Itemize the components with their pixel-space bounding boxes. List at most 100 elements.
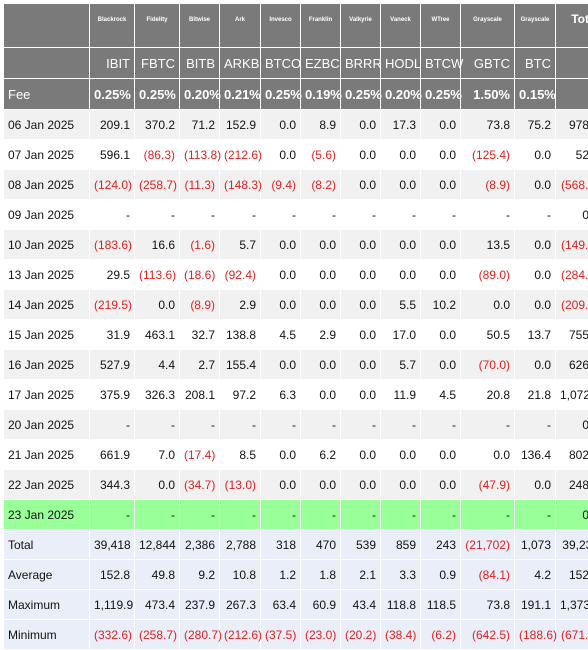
flow-value-cell: 2.1 [341, 560, 381, 590]
issuer-header-blank [4, 4, 90, 48]
flow-value-cell: 7.0 [135, 440, 180, 470]
flow-value-cell: - [515, 500, 556, 530]
flow-value-cell: 6.2 [301, 440, 341, 470]
flow-value-cell: - [461, 500, 515, 530]
flow-value-cell: 0.0 [381, 170, 421, 200]
date-row: 23 Jan 2025-----------0.0 [4, 500, 588, 530]
flow-value-cell: 0.0 [515, 260, 556, 290]
flow-value-cell: 0.0 [421, 140, 461, 170]
flow-value-cell: - [261, 410, 301, 440]
row-label: Average [4, 560, 90, 590]
fee-cell: 0.20% [381, 79, 421, 110]
flow-value-cell: (212.6) [220, 140, 261, 170]
flow-value-cell: - [180, 200, 220, 230]
ticker-header-blank [556, 48, 588, 79]
flow-value-cell: 136.4 [515, 440, 556, 470]
row-total-cell: (568.8) [556, 170, 588, 200]
date-row: 20 Jan 2025-----------0.0 [4, 410, 588, 440]
flow-value-cell: 4.5 [421, 380, 461, 410]
flow-value-cell: 118.8 [381, 590, 421, 620]
flow-value-cell: 152.9 [220, 110, 261, 140]
flow-value-cell: 97.2 [220, 380, 261, 410]
flow-value-cell: (89.0) [461, 260, 515, 290]
flow-value-cell: 0.0 [341, 110, 381, 140]
flow-value-cell: - [90, 410, 135, 440]
flow-value-cell: 4.5 [261, 320, 301, 350]
row-label: 20 Jan 2025 [4, 410, 90, 440]
issuer-cell: Bitwise [180, 4, 220, 48]
flow-value-cell: - [381, 410, 421, 440]
flow-value-cell: 267.3 [220, 590, 261, 620]
flow-value-cell: 527.9 [90, 350, 135, 380]
flow-value-cell: (642.5) [461, 620, 515, 650]
flow-value-cell: (113.8) [180, 140, 220, 170]
flow-value-cell: (47.9) [461, 470, 515, 500]
flow-value-cell: 209.1 [90, 110, 135, 140]
flow-value-cell: (18.6) [180, 260, 220, 290]
row-label: 22 Jan 2025 [4, 470, 90, 500]
flow-value-cell: - [301, 200, 341, 230]
flow-value-cell: 31.9 [90, 320, 135, 350]
ticker-cell: BRRR [341, 48, 381, 79]
flow-value-cell: 0.0 [421, 260, 461, 290]
ticker-cell: GBTC [461, 48, 515, 79]
flow-value-cell: (212.6) [220, 620, 261, 650]
flow-value-cell: 9.2 [180, 560, 220, 590]
row-total-cell: 152.1 [556, 560, 588, 590]
fee-cell: 1.50% [461, 79, 515, 110]
fee-cell: 0.25% [135, 79, 180, 110]
fee-cell: 0.25% [341, 79, 381, 110]
etf-flow-table-container: Blackrock Fidelity Bitwise Ark Invesco F… [3, 3, 583, 650]
flow-value-cell: 0.0 [261, 140, 301, 170]
flow-value-cell: 73.8 [461, 110, 515, 140]
row-total-cell: 978.6 [556, 110, 588, 140]
flow-value-cell: 50.5 [461, 320, 515, 350]
flow-value-cell: 2,386 [180, 530, 220, 560]
fee-cell: 0.20% [180, 79, 220, 110]
flow-value-cell: 0.0 [341, 440, 381, 470]
flow-value-cell: (280.7) [180, 620, 220, 650]
row-total-cell: 0.0 [556, 410, 588, 440]
flow-value-cell: 0.0 [301, 290, 341, 320]
flow-value-cell: 4.4 [135, 350, 180, 380]
row-label: 15 Jan 2025 [4, 320, 90, 350]
flow-value-cell: 1,119.9 [90, 590, 135, 620]
flow-value-cell: (11.3) [180, 170, 220, 200]
flow-value-cell: (21,702) [461, 530, 515, 560]
flow-value-cell: 0.0 [421, 230, 461, 260]
flow-value-cell: 0.0 [341, 380, 381, 410]
flow-value-cell: 0.0 [301, 230, 341, 260]
fee-header-row: Fee 0.25% 0.25% 0.20% 0.21% 0.25% 0.19% … [4, 79, 588, 110]
flow-value-cell: 0.0 [341, 290, 381, 320]
flow-value-cell: - [381, 200, 421, 230]
flow-value-cell: (219.5) [90, 290, 135, 320]
ticker-cell: BTCW [421, 48, 461, 79]
flow-value-cell: 0.0 [515, 140, 556, 170]
flow-value-cell: 75.2 [515, 110, 556, 140]
flow-value-cell: 0.0 [341, 170, 381, 200]
flow-value-cell: 0.0 [261, 440, 301, 470]
flow-value-cell: (258.7) [135, 170, 180, 200]
flow-value-cell: 463.1 [135, 320, 180, 350]
row-label: 09 Jan 2025 [4, 200, 90, 230]
flow-value-cell: 0.0 [421, 350, 461, 380]
flow-value-cell: (86.3) [135, 140, 180, 170]
flow-value-cell: 0.0 [341, 260, 381, 290]
bitcoin-etf-flows-table: Blackrock Fidelity Bitwise Ark Invesco F… [3, 3, 588, 650]
issuer-cell: Grayscale [461, 4, 515, 48]
flow-value-cell: (183.6) [90, 230, 135, 260]
flow-value-cell: 13.5 [461, 230, 515, 260]
row-total-cell: 755.1 [556, 320, 588, 350]
date-row: 08 Jan 2025(124.0)(258.7)(11.3)(148.3)(9… [4, 170, 588, 200]
flow-value-cell: 859 [381, 530, 421, 560]
flow-value-cell: (125.4) [461, 140, 515, 170]
flow-value-cell: (34.7) [180, 470, 220, 500]
flow-value-cell: 10.2 [421, 290, 461, 320]
row-total-cell: 802.6 [556, 440, 588, 470]
flow-value-cell: 5.5 [381, 290, 421, 320]
